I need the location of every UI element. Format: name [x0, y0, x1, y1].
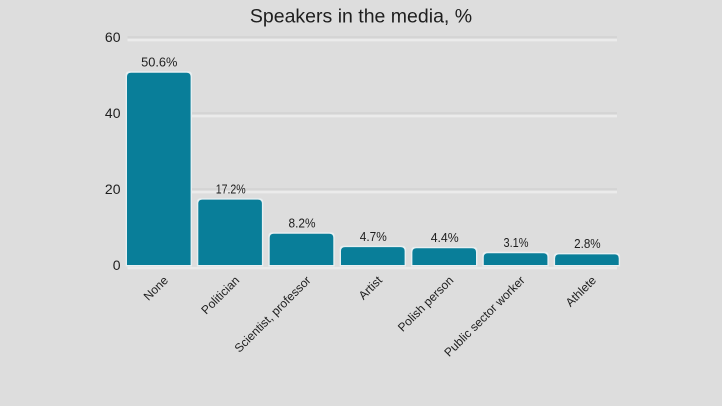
svg-text:20: 20 — [105, 181, 121, 197]
svg-text:Speakers in the media, %: Speakers in the media, % — [250, 6, 472, 28]
svg-text:8.2%: 8.2% — [289, 216, 316, 231]
svg-text:40: 40 — [105, 105, 121, 121]
svg-text:50.6%: 50.6% — [141, 54, 177, 69]
svg-text:0: 0 — [113, 257, 121, 273]
svg-text:17.2%: 17.2% — [216, 181, 246, 196]
svg-text:4.4%: 4.4% — [431, 230, 459, 245]
svg-text:4.7%: 4.7% — [360, 229, 387, 244]
svg-text:2.8%: 2.8% — [574, 236, 601, 251]
svg-text:60: 60 — [105, 29, 121, 45]
svg-text:3.1%: 3.1% — [504, 235, 529, 250]
